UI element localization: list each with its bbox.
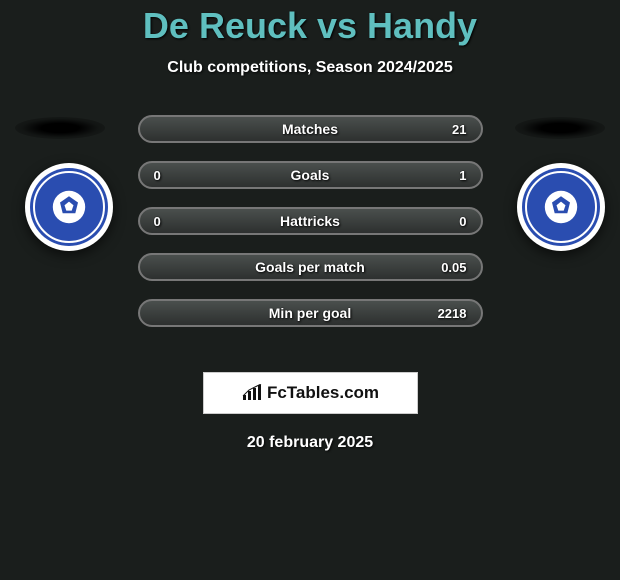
stat-label: Goals per match bbox=[255, 259, 365, 275]
stat-label: Min per goal bbox=[269, 305, 351, 321]
stat-left-value: 0 bbox=[154, 168, 194, 183]
stat-row-mpg: Min per goal 2218 bbox=[138, 299, 483, 327]
branding-box[interactable]: FcTables.com bbox=[203, 372, 418, 414]
stat-right-value: 2218 bbox=[427, 306, 467, 321]
stat-label: Goals bbox=[291, 167, 330, 183]
date-text: 20 february 2025 bbox=[0, 434, 620, 452]
stat-right-value: 1 bbox=[427, 168, 467, 183]
stat-right-value: 0.05 bbox=[427, 260, 467, 275]
stat-label: Matches bbox=[282, 121, 338, 137]
page-title: De Reuck vs Handy bbox=[0, 5, 620, 47]
branding-text: FcTables.com bbox=[267, 383, 379, 403]
football-icon bbox=[543, 189, 579, 225]
main-area: Matches 21 0 Goals 1 0 Hattricks 0 Goals… bbox=[0, 107, 620, 357]
chart-icon bbox=[241, 384, 263, 402]
club-badge-right-inner bbox=[522, 168, 600, 246]
stat-right-value: 0 bbox=[427, 214, 467, 229]
stat-row-gpm: Goals per match 0.05 bbox=[138, 253, 483, 281]
stat-label: Hattricks bbox=[280, 213, 340, 229]
branding-content: FcTables.com bbox=[241, 383, 379, 403]
infographic-container: De Reuck vs Handy Club competitions, Sea… bbox=[0, 0, 620, 452]
club-badge-right bbox=[517, 163, 605, 251]
club-badge-left bbox=[25, 163, 113, 251]
player-left-shadow bbox=[15, 117, 105, 139]
football-icon bbox=[51, 189, 87, 225]
stat-left-value: 0 bbox=[154, 214, 194, 229]
stat-right-value: 21 bbox=[427, 122, 467, 137]
subtitle: Club competitions, Season 2024/2025 bbox=[0, 59, 620, 77]
stat-rows: Matches 21 0 Goals 1 0 Hattricks 0 Goals… bbox=[138, 107, 483, 327]
player-right-shadow bbox=[515, 117, 605, 139]
stat-row-goals: 0 Goals 1 bbox=[138, 161, 483, 189]
stat-row-hattricks: 0 Hattricks 0 bbox=[138, 207, 483, 235]
club-badge-left-inner bbox=[30, 168, 108, 246]
stat-row-matches: Matches 21 bbox=[138, 115, 483, 143]
